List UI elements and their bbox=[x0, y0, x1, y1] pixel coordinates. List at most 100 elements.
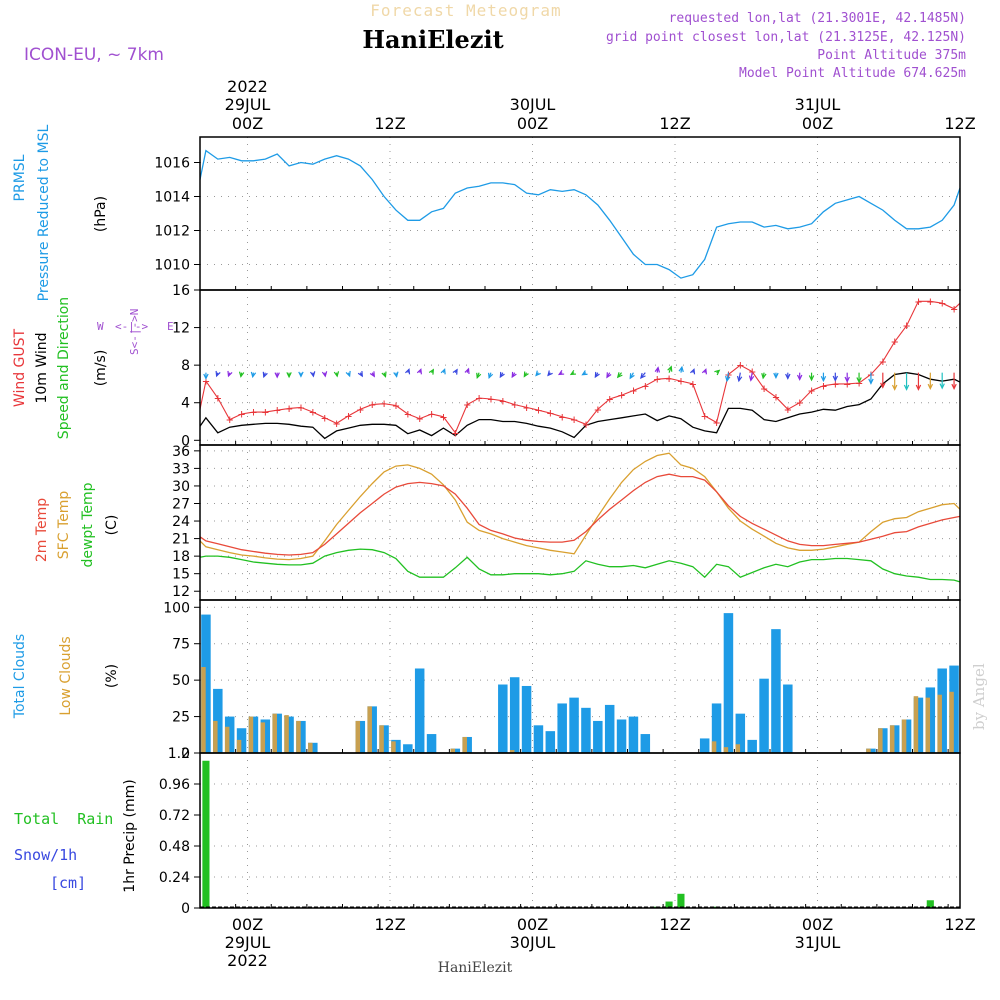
wind-arrow-head bbox=[594, 371, 600, 379]
compass-e: E bbox=[167, 320, 174, 333]
ytick-label-pressure-0: 1010 bbox=[154, 258, 190, 274]
wind-arrow bbox=[654, 366, 661, 373]
top-tick-label: 00Z bbox=[232, 114, 263, 133]
wind-arrow-head bbox=[511, 371, 517, 379]
temp-unit: (C) bbox=[104, 515, 120, 536]
ytick-label-precip-0: 0 bbox=[181, 901, 190, 917]
wind-arrow bbox=[321, 371, 328, 378]
series-dewpt-temp bbox=[199, 548, 961, 583]
bar-low-clouds bbox=[937, 694, 942, 753]
bar-total-clouds bbox=[759, 678, 769, 753]
panel-precip: 0 0.24 0.48 0.72 0.96 1.2 bbox=[159, 746, 961, 917]
wind-arrow bbox=[215, 370, 221, 378]
bar-total-clouds bbox=[616, 719, 627, 753]
wind-arrow-head bbox=[939, 383, 945, 390]
ytick-label-wind-1: 4 bbox=[181, 396, 190, 412]
gust-marker: + bbox=[250, 405, 257, 419]
bar-low-clouds bbox=[272, 713, 277, 753]
total-rain-label: Total Rain bbox=[14, 810, 113, 828]
bottom-tick-label: 12Z bbox=[374, 915, 405, 934]
series-prmsl bbox=[199, 149, 961, 279]
bar-total-clouds bbox=[937, 668, 947, 753]
wind-arrow-head bbox=[654, 366, 661, 373]
bottom-tick-label: 00Z bbox=[232, 915, 263, 934]
gust-marker: + bbox=[630, 384, 637, 398]
bar-total-clouds bbox=[581, 707, 591, 753]
wind-arrow bbox=[736, 372, 743, 383]
gust-marker: + bbox=[297, 400, 304, 414]
bar-low-clouds bbox=[391, 741, 396, 753]
bar-low-clouds bbox=[224, 726, 230, 753]
wind-arrow-shaft bbox=[726, 372, 730, 381]
wind-arrow bbox=[440, 368, 446, 375]
bar-total-clouds bbox=[498, 684, 508, 753]
bar-total-clouds bbox=[213, 688, 223, 753]
bar-total-clouds bbox=[699, 738, 710, 753]
bar-total-clouds bbox=[391, 739, 401, 753]
wind-arrow-head bbox=[405, 368, 411, 375]
wind-arrow-head bbox=[333, 371, 340, 378]
bar-low-clouds bbox=[889, 725, 895, 753]
wind-arrow-head bbox=[227, 370, 233, 378]
wind-arrow-head bbox=[880, 382, 886, 389]
closest-coords: grid point closest lon,lat (21.3125E, 42… bbox=[606, 30, 966, 45]
bar-total-clouds bbox=[949, 665, 959, 753]
gust-marker: + bbox=[594, 402, 601, 416]
bar-total-clouds bbox=[723, 613, 734, 753]
bar-low-clouds bbox=[355, 720, 361, 753]
bar-total-clouds bbox=[901, 719, 912, 753]
pressure-msl-label: Pressure Reduced to MSL bbox=[36, 124, 52, 301]
wind-arrow bbox=[557, 369, 565, 376]
wind-arrow-head bbox=[701, 368, 707, 375]
wind-arrow-head bbox=[927, 383, 934, 390]
gust-marker: + bbox=[642, 379, 649, 393]
gust-marker: + bbox=[760, 382, 767, 396]
gust-marker: + bbox=[796, 396, 803, 410]
bar-low-clouds bbox=[450, 748, 456, 753]
wind-arrow bbox=[773, 372, 779, 379]
wind-arrow-head bbox=[452, 368, 458, 375]
wind-arrow-head bbox=[464, 367, 470, 375]
wind-arrow bbox=[405, 368, 411, 375]
gust-marker: + bbox=[202, 374, 209, 388]
wind-arrow bbox=[629, 372, 635, 380]
bar-total-clouds bbox=[557, 703, 567, 753]
ytick-label-temperature-5: 27 bbox=[172, 496, 190, 512]
wind-arrow-head bbox=[736, 375, 743, 383]
panel-wind: 0 4 8 12 16 + + + + + + + + + + + + + + + + + + + + + + + + + + + + + + + + +… bbox=[172, 283, 961, 449]
gust-marker: + bbox=[547, 406, 554, 420]
gust-marker: + bbox=[262, 405, 269, 419]
wind-speed-dir-label: Speed and Direction bbox=[56, 297, 72, 439]
wind-arrow-head bbox=[891, 384, 898, 391]
location-title: HaniElezit bbox=[362, 25, 503, 54]
footer-location: HaniElezit bbox=[438, 960, 513, 976]
wind-arrow bbox=[464, 367, 470, 375]
wind-arrow bbox=[594, 371, 600, 379]
wind-arrow-head bbox=[678, 365, 684, 373]
prmsl-label: PRMSL bbox=[12, 154, 28, 201]
bar-low-clouds bbox=[913, 696, 919, 753]
bar-low-clouds bbox=[236, 739, 242, 753]
wind-arrow bbox=[808, 372, 815, 382]
bar-low-clouds bbox=[723, 747, 729, 753]
wind-arrow bbox=[714, 369, 721, 376]
panel-border-clouds bbox=[199, 599, 961, 754]
compass-we: <-|-> bbox=[115, 320, 148, 333]
gust-marker: + bbox=[665, 371, 672, 385]
wind-arrow-head bbox=[820, 375, 827, 383]
bar-total-clouds bbox=[509, 677, 520, 753]
bar-total-clouds bbox=[462, 736, 472, 753]
gust-marker: + bbox=[357, 402, 364, 416]
wind-arrow bbox=[616, 372, 623, 379]
wind-arrow bbox=[785, 372, 791, 380]
wind-10m-label: 10m Wind bbox=[34, 332, 50, 403]
series-10m-wind bbox=[199, 372, 961, 440]
bar-low-clouds bbox=[213, 720, 218, 753]
gust-marker: + bbox=[535, 403, 542, 417]
chart-title: Forecast Meteogram bbox=[370, 1, 561, 20]
bar-low-clouds bbox=[711, 741, 717, 753]
gust-marker: + bbox=[487, 392, 494, 406]
bar-low-clouds bbox=[201, 667, 206, 753]
panels-group: 1010 1012 1014 1016 0 4 8 12 16 + + + + + + + + + + + + + + + + +… bbox=[154, 136, 961, 917]
ytick-label-temperature-1: 15 bbox=[172, 567, 190, 583]
